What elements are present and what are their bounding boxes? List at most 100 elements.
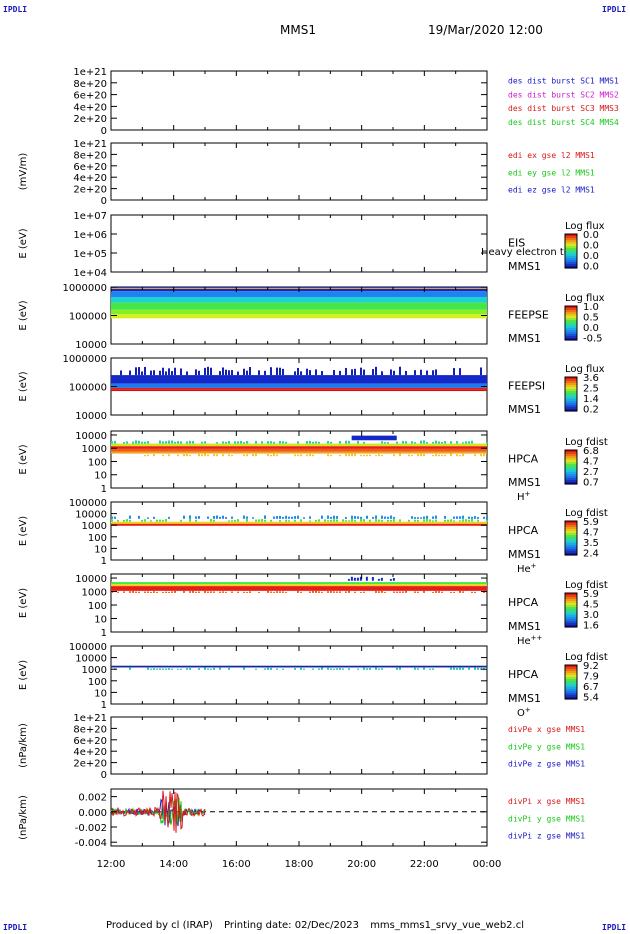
panel-hpca_o-colorbar-slice bbox=[565, 685, 577, 688]
panel-feepsi-band-0-speck bbox=[399, 366, 401, 376]
panel-hpca_hepp-band-3-speck bbox=[129, 591, 131, 593]
panel-hpca_h-band-5-speck bbox=[312, 454, 314, 457]
panel-hpca_hepp-band-3-speck bbox=[486, 591, 488, 593]
panel-hpca_h-band-0-speck bbox=[147, 441, 149, 444]
panel-hpca_h-band-5-speck bbox=[432, 455, 434, 457]
panel-eis-ytick-label: 1e+05 bbox=[73, 249, 107, 260]
panel-hpca_h-band-0-speck bbox=[411, 441, 413, 444]
panel-hpca_h-band-2 bbox=[111, 446, 487, 449]
panel-hpca_he-band-1-speck bbox=[294, 519, 296, 522]
panel-hpca_hepp-band-3-speck bbox=[285, 591, 287, 593]
panel-hpca_h-band-0-speck bbox=[282, 441, 284, 444]
panel-hpca_he-band-1-speck bbox=[399, 519, 401, 522]
panel-hpca_he-band-0-speck bbox=[288, 516, 290, 519]
panel-hpca_h-band-5-speck bbox=[345, 453, 347, 457]
panel-hpca_h-band-0-speck bbox=[279, 440, 281, 444]
panel-feepsi-band-0-speck bbox=[360, 367, 362, 376]
panel-hpca_he-band-0-speck bbox=[459, 516, 461, 519]
panel-hpca_h-band-0-speck bbox=[255, 440, 257, 444]
panel-hpca_hepp-band-3-speck bbox=[450, 591, 452, 593]
panel-hpca_hepp-band-3-speck bbox=[282, 591, 284, 593]
panel-eis-frame bbox=[110, 214, 488, 273]
panel-feepsi-band-0-speck bbox=[345, 367, 347, 376]
panel-feepsi-band-2 bbox=[111, 383, 487, 388]
panel-hpca_he-band-0-speck bbox=[129, 515, 131, 519]
panel-hpca_h-colorbar-slice bbox=[565, 466, 577, 469]
panel-dist-ytick-label: 2e+20 bbox=[73, 114, 107, 125]
panel-hpca_o-band-1-speck bbox=[159, 668, 161, 670]
panel-feepsi-band-0-speck bbox=[174, 367, 176, 376]
panel-eis-colorbar-slice bbox=[565, 266, 577, 269]
panel-feepsi-colorbar-slice bbox=[565, 395, 577, 398]
panel-hpca_o-band-1-speck bbox=[423, 667, 425, 670]
panel-hpca_he-band-1-speck bbox=[126, 519, 128, 522]
xaxis-tick-label: 20:00 bbox=[347, 859, 376, 870]
panel-hpca_hepp-band-3-speck bbox=[327, 591, 329, 593]
panel-feepsi-band-0-speck bbox=[414, 370, 416, 376]
panel-hpca_h-colorbar-title: Log fdist bbox=[565, 437, 608, 448]
panel-hpca_hepp-band-3-speck bbox=[462, 591, 464, 593]
panel-hpca_h-band-0-speck bbox=[174, 441, 176, 444]
panel-hpca_o-band-1-speck bbox=[129, 667, 131, 670]
panel-divpi-series-1 bbox=[110, 797, 206, 825]
panel-eis-colorbar-slice bbox=[565, 252, 577, 255]
panel-hpca_o-band-1-speck bbox=[210, 668, 212, 670]
xaxis-tick-label: 22:00 bbox=[410, 859, 439, 870]
panel-hpca_hepp-band-3-speck bbox=[375, 591, 377, 593]
panel-hpca_h-band-5-speck bbox=[438, 454, 440, 457]
panel-feepsi-band-0-speck bbox=[354, 368, 356, 376]
panel-hpca_he-band-1-speck bbox=[333, 519, 335, 522]
panel-dist-legend-3: des dist burst SC4 MMS4 bbox=[508, 118, 619, 127]
panel-hpca_he-band-0-speck bbox=[453, 516, 455, 519]
panel-hpca_hepp-band-3-speck bbox=[156, 591, 158, 593]
footer: Produced by cl (IRAP) Printing date: 02/… bbox=[0, 920, 630, 931]
panel-hpca_hepp-colorbar-slice bbox=[565, 615, 577, 618]
panel-hpca_h-band-0-speck bbox=[123, 442, 125, 444]
panel-hpca_h-band-0-speck bbox=[297, 441, 299, 444]
panel-hpca_h-band-0-speck bbox=[237, 441, 239, 444]
panel-hpca_hepp-band-0 bbox=[111, 582, 487, 585]
corner-label-top-left: IPDLI bbox=[3, 5, 28, 14]
panel-hpca_hepp-band-4-speck bbox=[377, 578, 380, 581]
panel-hpca_he-band-0-speck bbox=[357, 516, 359, 519]
panel-hpca_o-band-1-speck bbox=[303, 668, 305, 670]
panel-hpca_o-colorbar-tick: 9.2 bbox=[583, 661, 599, 672]
panel-hpca_he-species-label: He+ bbox=[517, 562, 537, 575]
panel-hpca_he-colorbar-slice bbox=[565, 547, 577, 550]
panel-hpca_he-band-0-speck bbox=[426, 515, 428, 519]
panel-feepse-instrument-label: FEEPSE bbox=[508, 308, 549, 321]
panel-hpca_hepp-band-3-speck bbox=[471, 591, 473, 593]
panel-feepse-colorbar-slice bbox=[565, 332, 577, 335]
panel-hpca_hepp-species-label: He++ bbox=[517, 634, 543, 647]
panel-hpca_o-ytick-label: 100 bbox=[88, 677, 107, 688]
panel-divpe-ytick-label: 2e+20 bbox=[73, 759, 107, 770]
panel-edi-legend-2: edi ez gse l2 MMS1 bbox=[508, 186, 595, 195]
panel-hpca_hepp-band-4-speck bbox=[371, 576, 374, 581]
panel-hpca_o-colorbar-slice bbox=[565, 693, 577, 696]
panel-hpca_o-band-1-speck bbox=[342, 668, 344, 670]
panel-feepsi-band-0-speck bbox=[195, 369, 197, 376]
panel-hpca_he-band-1-speck bbox=[180, 519, 182, 522]
panel-hpca_he-band-1-speck bbox=[261, 518, 263, 522]
panel-feepse-colorbar-frame bbox=[564, 305, 578, 341]
panel-hpca_h-band-0-speck bbox=[414, 442, 416, 444]
panel-hpca_h-band-0-speck bbox=[462, 442, 464, 444]
panel-hpca_h-ylabel: E (eV) bbox=[18, 444, 29, 474]
panel-hpca_h-band-0-speck bbox=[192, 441, 194, 444]
panel-hpca_h-band-5-speck bbox=[399, 453, 401, 457]
panel-hpca_hepp-band-3-speck bbox=[138, 591, 140, 593]
panel-eis-colorbar-slice bbox=[565, 244, 577, 247]
panel-hpca_h-band-5-speck bbox=[270, 454, 272, 457]
panel-feepsi-band-0-speck bbox=[333, 370, 335, 376]
panel-feepsi-colorbar-slice bbox=[565, 379, 577, 382]
panel-hpca_he-band-1-speck bbox=[459, 520, 461, 522]
panel-hpca_he-band-1-speck bbox=[129, 519, 131, 522]
panel-hpca_hepp-band-3-speck bbox=[183, 591, 185, 593]
panel-divpe-legend-2: divPe z gse MMS1 bbox=[508, 760, 585, 769]
panel-hpca_h-band-0-speck bbox=[165, 441, 167, 444]
panel-hpca_h-band-5-speck bbox=[360, 454, 362, 457]
panel-eis-colorbar-slice bbox=[565, 254, 577, 257]
panel-hpca_he-band-1-speck bbox=[318, 519, 320, 522]
panel-hpca_he-band-1-speck bbox=[453, 520, 455, 522]
panel-hpca_o-band-1-speck bbox=[267, 667, 269, 670]
